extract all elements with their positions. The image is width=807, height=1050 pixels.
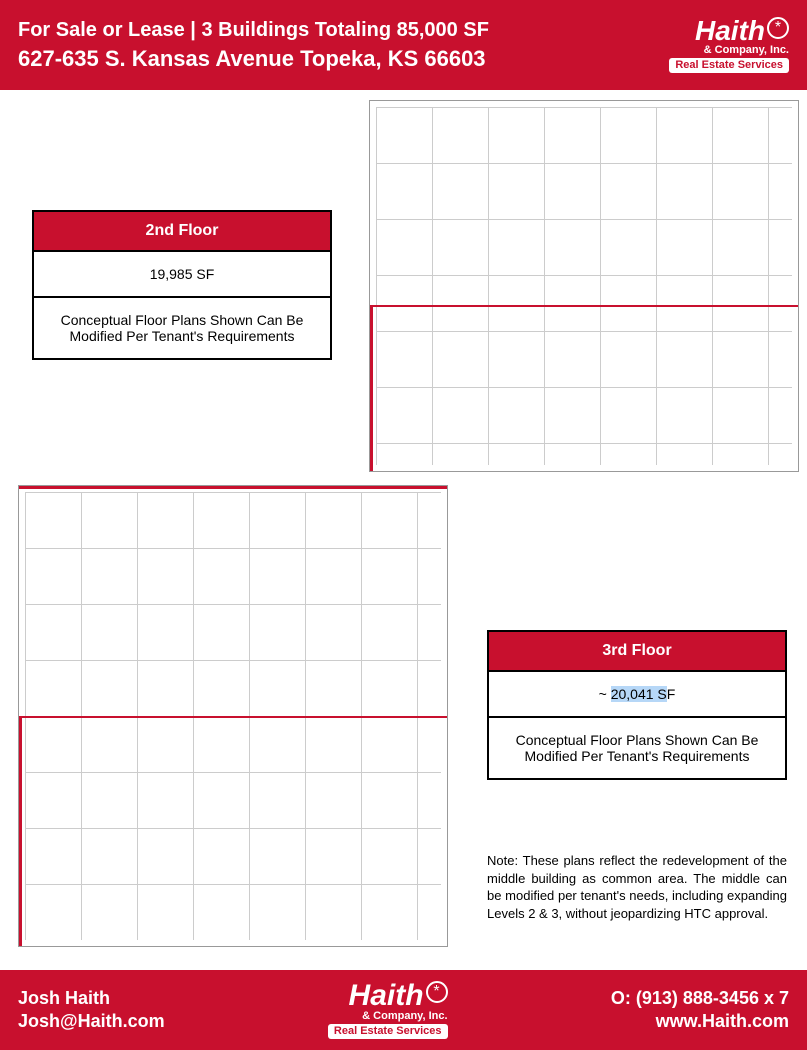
contact-email: Josh@Haith.com — [18, 1010, 165, 1033]
floorplan-red-edge — [19, 716, 22, 946]
logo-tagline: Real Estate Services — [328, 1024, 448, 1039]
table-header: 3rd Floor — [489, 632, 785, 672]
footer-banner: Josh Haith Josh@Haith.com Haith* & Compa… — [0, 970, 807, 1050]
contact-web: www.Haith.com — [611, 1010, 789, 1033]
content-area: 2nd Floor 19,985 SF Conceptual Floor Pla… — [0, 90, 807, 970]
floorplan-2nd — [369, 100, 799, 472]
floorplan-divider — [19, 716, 447, 718]
logo-subtitle: & Company, Inc. — [328, 1011, 448, 1022]
logo-name: Haith — [349, 979, 424, 1012]
floorplan-red-edge — [370, 305, 373, 472]
header-line1: For Sale or Lease | 3 Buildings Totaling… — [18, 19, 489, 42]
floorplan-grid — [376, 107, 792, 465]
floorplan-divider — [370, 305, 798, 307]
contact-name: Josh Haith — [18, 987, 165, 1010]
logo-subtitle: & Company, Inc. — [669, 45, 789, 56]
table-sf: ~ 20,041 SF — [489, 672, 785, 718]
floorplan-red-top — [19, 486, 447, 489]
sf-highlighted: 20,041 S — [611, 686, 667, 702]
table-sf: 19,985 SF — [34, 252, 330, 298]
header-text: For Sale or Lease | 3 Buildings Totaling… — [18, 19, 489, 72]
sf-suffix: F — [667, 686, 676, 702]
contact-phone: O: (913) 888-3456 x 7 — [611, 987, 789, 1010]
footer-logo: Haith* & Company, Inc. Real Estate Servi… — [328, 981, 448, 1039]
floorplan-3rd — [18, 485, 448, 947]
info-table-2nd: 2nd Floor 19,985 SF Conceptual Floor Pla… — [32, 210, 332, 360]
table-header: 2nd Floor — [34, 212, 330, 252]
redevelopment-note: Note: These plans reflect the redevelopm… — [487, 852, 787, 922]
footer-phone-web: O: (913) 888-3456 x 7 www.Haith.com — [611, 987, 789, 1034]
company-logo: Haith* & Company, Inc. Real Estate Servi… — [669, 17, 789, 73]
info-table-3rd: 3rd Floor ~ 20,041 SF Conceptual Floor P… — [487, 630, 787, 780]
table-note: Conceptual Floor Plans Shown Can Be Modi… — [34, 298, 330, 358]
header-banner: For Sale or Lease | 3 Buildings Totaling… — [0, 0, 807, 90]
logo-asterisk-icon: * — [426, 981, 448, 1003]
logo-name: Haith — [695, 15, 765, 46]
logo-tagline: Real Estate Services — [669, 58, 789, 73]
footer-contact: Josh Haith Josh@Haith.com — [18, 987, 165, 1034]
sf-prefix: ~ — [599, 686, 611, 702]
logo-asterisk-icon: * — [767, 17, 789, 39]
table-note: Conceptual Floor Plans Shown Can Be Modi… — [489, 718, 785, 778]
header-line2: 627-635 S. Kansas Avenue Topeka, KS 6660… — [18, 46, 489, 72]
